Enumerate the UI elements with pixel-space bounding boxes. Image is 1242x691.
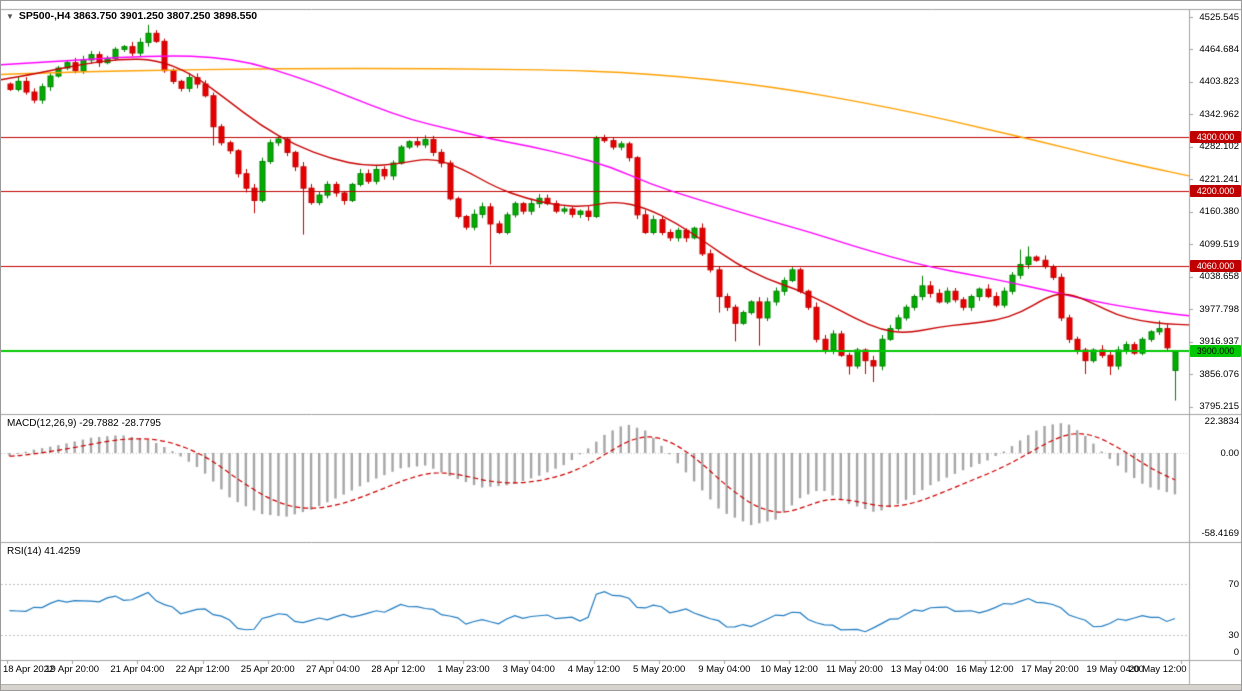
- chart-title: SP500-,H4 3863.750 3901.250 3807.250 389…: [18, 10, 258, 22]
- price-level-badge: 4300.000: [1190, 131, 1241, 144]
- time-axis-label: 3 May 04:00: [502, 664, 555, 675]
- macd-tick-label: 22.3834: [1204, 416, 1239, 428]
- time-axis-label: 19 Apr 20:00: [45, 664, 100, 675]
- time-axis-label: 28 Apr 12:00: [371, 664, 426, 675]
- price-tick-label: 4525.545: [1199, 11, 1239, 23]
- rsi-tick-label: 0: [1233, 646, 1239, 658]
- price-level-badge: 4200.000: [1190, 184, 1241, 197]
- time-axis-label: 4 May 12:00: [567, 664, 621, 675]
- price-level-badge: 4060.000: [1190, 259, 1241, 272]
- rsi-label: RSI(14) 41.4259: [7, 546, 81, 557]
- time-axis-label: 20 May 12:00: [1129, 664, 1187, 675]
- rsi-tick-label: 70: [1228, 578, 1239, 590]
- time-axis-label: 10 May 12:00: [760, 664, 818, 675]
- time-axis-label: 21 Apr 04:00: [110, 664, 165, 675]
- horizontal-scrollbar[interactable]: [1, 684, 1241, 690]
- price-tick-label: 4038.658: [1199, 271, 1239, 283]
- price-tick-label: 3916.937: [1199, 336, 1239, 348]
- price-tick-label: 4160.380: [1199, 206, 1239, 218]
- time-axis-label: 5 May 20:00: [633, 664, 686, 675]
- time-axis-label: 25 Apr 20:00: [240, 664, 295, 675]
- price-tick-label: 3977.798: [1199, 303, 1239, 315]
- price-tick-label: 4221.241: [1199, 173, 1239, 185]
- time-axis-label: 16 May 12:00: [956, 664, 1014, 675]
- time-axis-label: 22 Apr 12:00: [175, 664, 230, 675]
- chart-dropdown-icon[interactable]: ▼: [6, 11, 14, 21]
- macd-label: MACD(12,26,9) -29.7882 -28.7795: [7, 418, 161, 429]
- macd-tick-label: -58.4169: [1201, 528, 1239, 540]
- price-level-badge: 3900.000: [1190, 345, 1241, 358]
- time-axis-label: 17 May 20:00: [1021, 664, 1079, 675]
- price-tick-label: 4464.684: [1199, 43, 1239, 55]
- price-tick-label: 3856.076: [1199, 368, 1239, 380]
- time-axis-label: 18 Apr 2022: [3, 664, 55, 675]
- time-axis-label: 1 May 23:00: [437, 664, 490, 675]
- price-tick-label: 4342.962: [1199, 108, 1239, 120]
- time-axis-label: 13 May 04:00: [890, 664, 949, 675]
- rsi-tick-label: 30: [1228, 629, 1239, 641]
- time-axis-label: 9 May 04:00: [698, 664, 751, 675]
- time-axis-label: 11 May 20:00: [826, 664, 883, 675]
- macd-tick-label: 0.00: [1220, 447, 1240, 459]
- price-tick-label: 4403.823: [1199, 76, 1239, 88]
- time-axis-label: 27 Apr 04:00: [306, 664, 360, 675]
- price-tick-label: 4282.102: [1199, 141, 1239, 153]
- price-tick-label: 4099.519: [1199, 238, 1239, 250]
- chart-title-bar: ▼ SP500-,H4 3863.750 3901.250 3807.250 3…: [6, 10, 257, 22]
- time-axis-label: 19 May 04:00: [1086, 664, 1144, 675]
- price-tick-label: 3795.215: [1199, 401, 1239, 413]
